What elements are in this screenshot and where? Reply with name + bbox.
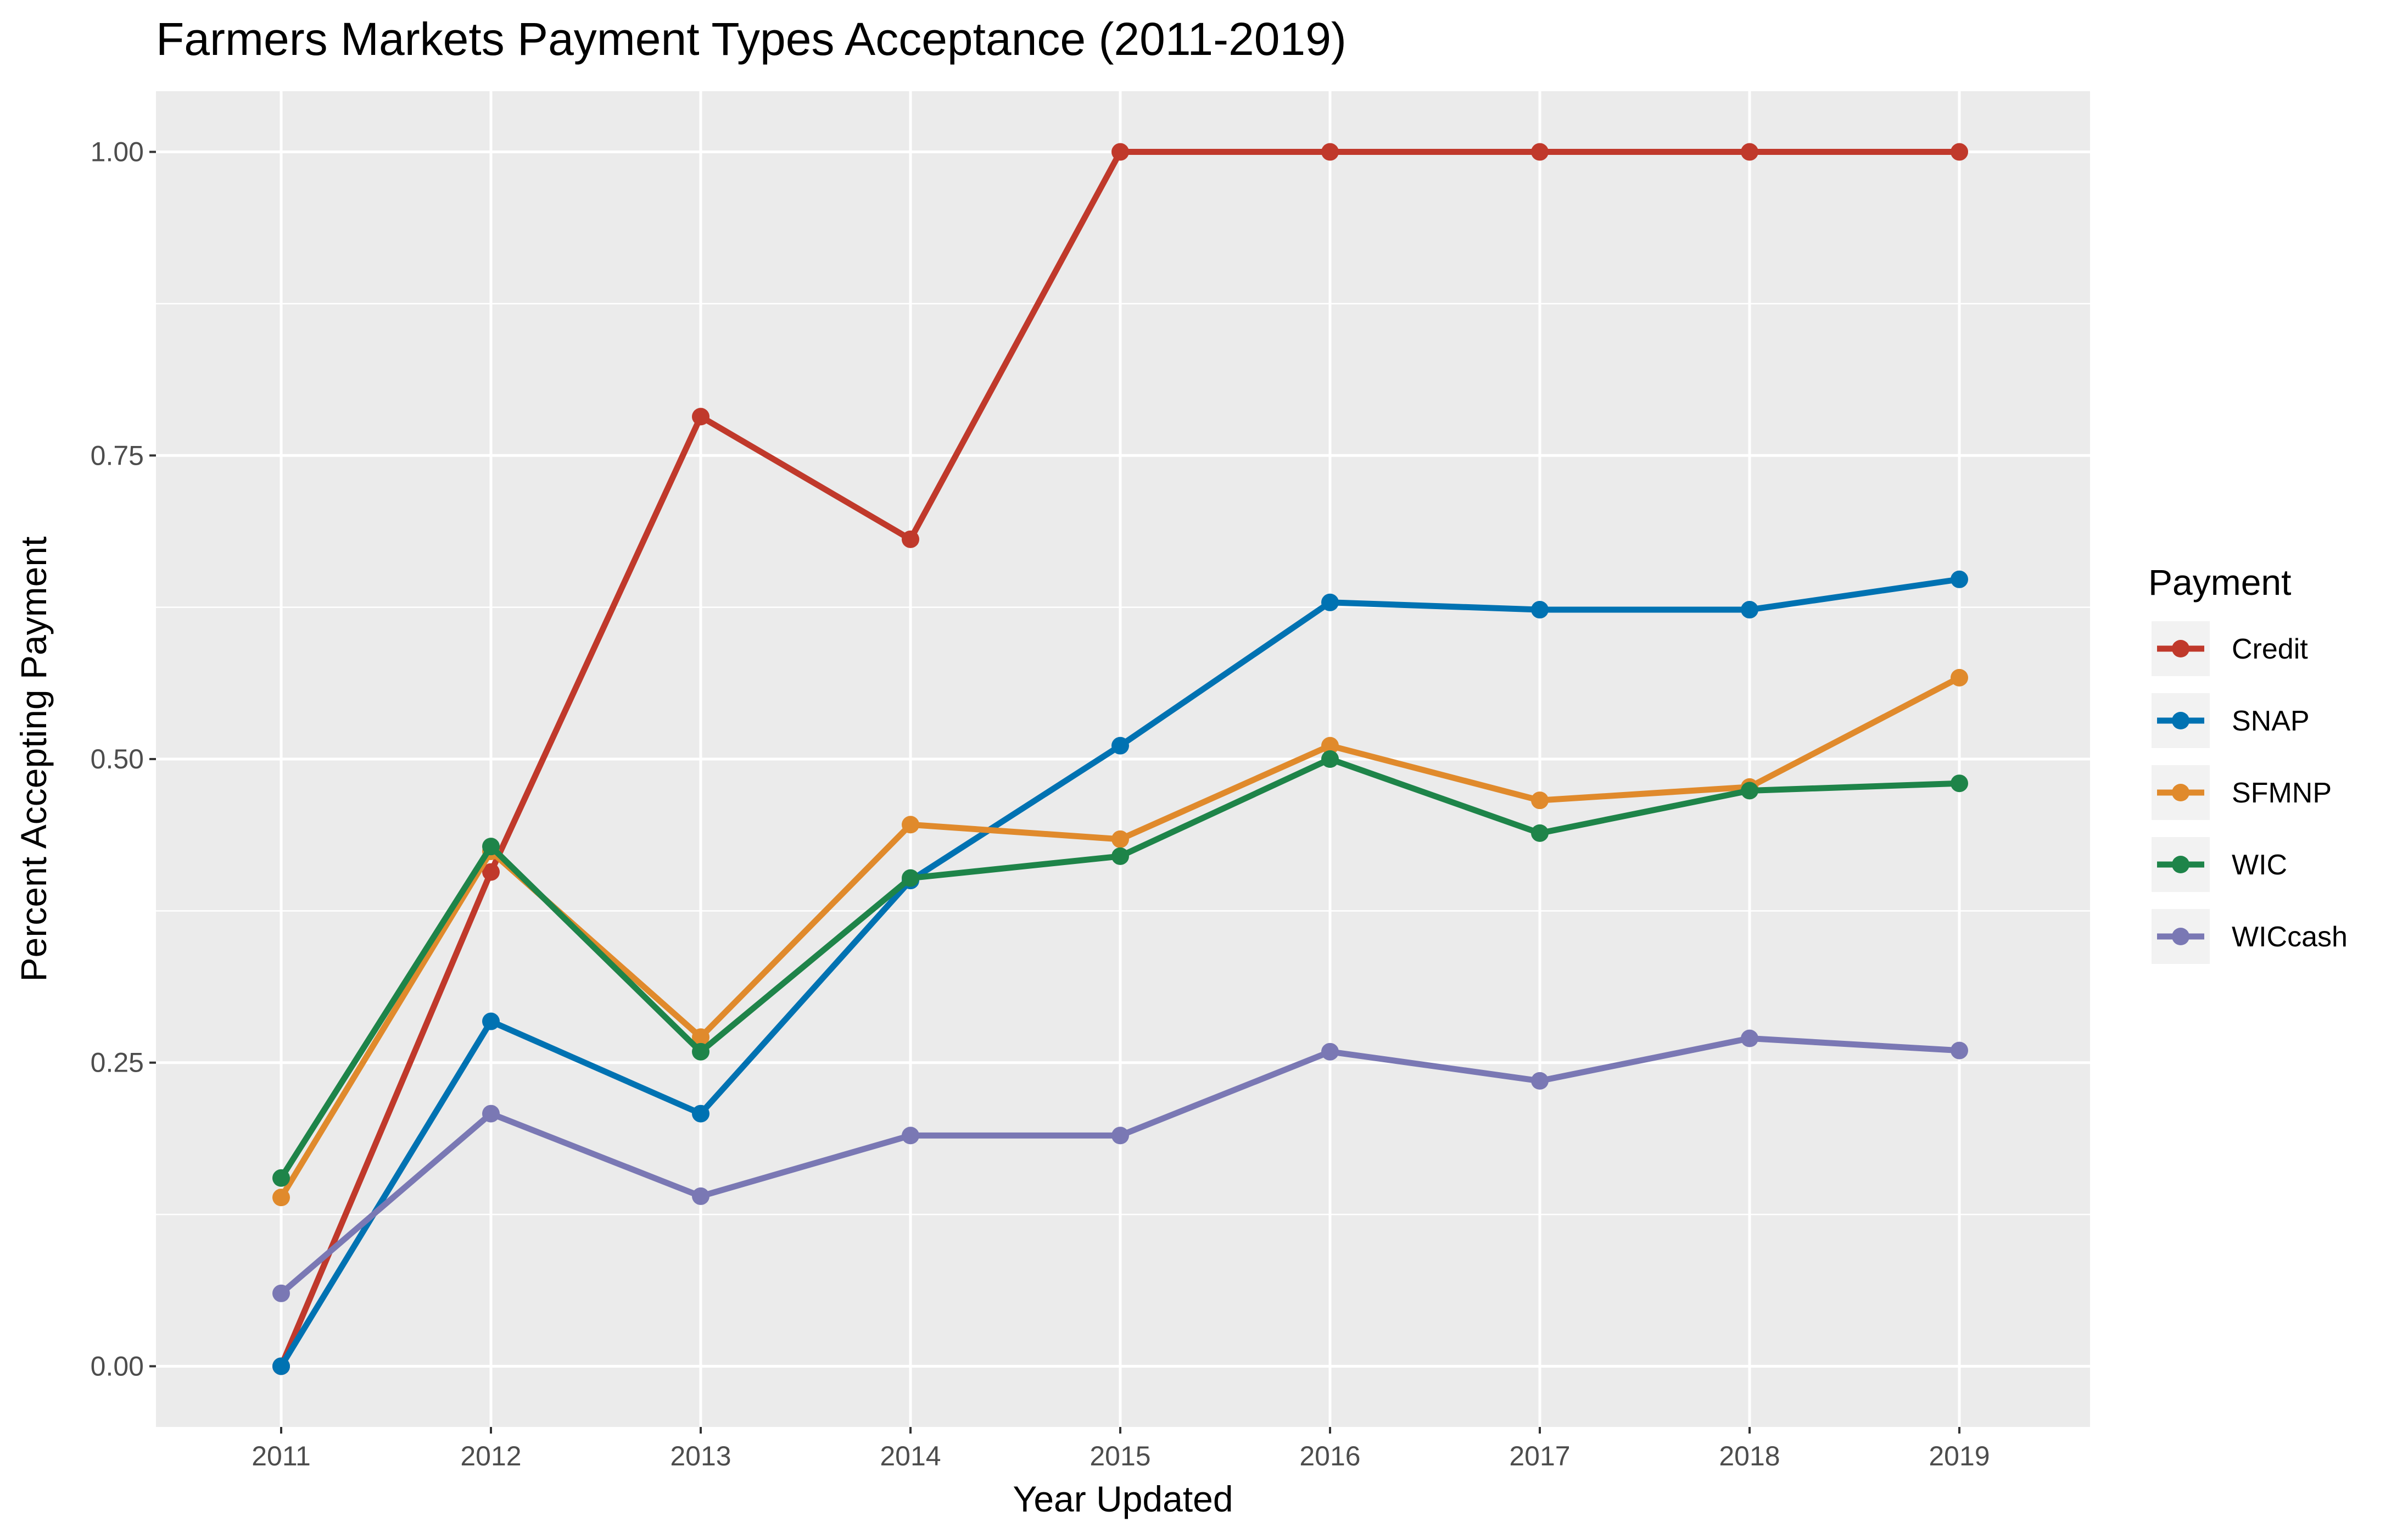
legend-item-wiccash: WICcash xyxy=(2152,909,2348,964)
data-point-wiccash xyxy=(272,1284,290,1302)
x-tick-label: 2011 xyxy=(252,1441,311,1471)
data-point-sfmnp xyxy=(272,1189,290,1207)
data-point-wic xyxy=(692,1042,709,1061)
data-point-credit xyxy=(1531,143,1549,161)
data-point-wic xyxy=(1741,782,1758,800)
data-point-wiccash xyxy=(902,1127,919,1145)
y-tick-label: 0.50 xyxy=(91,744,144,774)
data-point-wiccash xyxy=(1531,1072,1549,1090)
series-wiccash xyxy=(272,1029,1968,1302)
data-point-snap xyxy=(1951,570,1968,588)
data-point-snap xyxy=(1531,601,1549,619)
x-tick-label: 2017 xyxy=(1509,1441,1570,1471)
legend-key-point xyxy=(2172,856,2189,873)
series-group xyxy=(272,143,1968,1375)
legend-item-snap: SNAP xyxy=(2152,693,2310,748)
x-tick-label: 2014 xyxy=(880,1441,941,1471)
x-axis-title: Year Updated xyxy=(1013,1479,1233,1519)
x-tick-label: 2016 xyxy=(1299,1441,1360,1471)
data-point-sfmnp xyxy=(1111,830,1129,848)
data-point-credit xyxy=(482,863,500,881)
x-tick-label: 2013 xyxy=(670,1441,731,1471)
data-point-credit xyxy=(1951,143,1968,161)
data-point-sfmnp xyxy=(902,816,919,834)
data-point-wic xyxy=(482,838,500,856)
chart-title: Farmers Markets Payment Types Acceptance… xyxy=(156,13,1347,65)
legend-label-credit: Credit xyxy=(2232,633,2308,665)
y-tick-label: 1.00 xyxy=(91,137,144,168)
x-tick-label: 2015 xyxy=(1090,1441,1150,1471)
data-point-wiccash xyxy=(1321,1042,1339,1061)
legend: Payment Credit SNAP SFMNP WIC WICcash xyxy=(2148,562,2348,964)
x-tick-label: 2018 xyxy=(1719,1441,1780,1471)
legend-key-point xyxy=(2172,928,2189,945)
data-point-snap xyxy=(692,1105,709,1123)
legend-label-wic: WIC xyxy=(2232,849,2287,881)
series-wic xyxy=(272,750,1968,1187)
data-point-snap xyxy=(1321,593,1339,611)
data-point-wiccash xyxy=(692,1187,709,1205)
legend-key-point xyxy=(2172,640,2189,657)
legend-label-snap: SNAP xyxy=(2232,705,2310,737)
y-tick-label: 0.75 xyxy=(91,440,144,471)
legend-item-wic: WIC xyxy=(2152,837,2287,892)
data-point-snap xyxy=(272,1357,290,1375)
data-point-credit xyxy=(1741,143,1758,161)
legend-label-wiccash: WICcash xyxy=(2232,921,2348,953)
data-point-sfmnp xyxy=(1951,668,1968,687)
data-point-sfmnp xyxy=(1321,737,1339,755)
legend-item-sfmnp: SFMNP xyxy=(2152,765,2332,820)
data-point-wic xyxy=(1321,750,1339,768)
data-point-wic xyxy=(1951,774,1968,793)
data-point-wiccash xyxy=(482,1105,500,1123)
data-point-sfmnp xyxy=(1531,791,1549,810)
y-axis: 0.00 0.25 0.50 0.75 1.00 xyxy=(91,137,156,1381)
series-snap xyxy=(272,570,1968,1375)
data-point-snap xyxy=(482,1012,500,1030)
y-axis-title: Percent Accepting Payment xyxy=(13,537,54,982)
data-point-sfmnp xyxy=(692,1028,709,1046)
x-tick-label: 2019 xyxy=(1929,1441,1990,1471)
legend-label-sfmnp: SFMNP xyxy=(2232,777,2332,809)
x-axis: 2011 2012 2013 2014 2015 2016 2017 2018 2019 xyxy=(252,1427,1990,1471)
legend-item-credit: Credit xyxy=(2152,621,2308,676)
data-point-wiccash xyxy=(1741,1029,1758,1047)
x-tick-label: 2012 xyxy=(460,1441,521,1471)
data-point-credit xyxy=(902,530,919,548)
data-point-snap xyxy=(1741,601,1758,619)
data-point-snap xyxy=(1111,737,1129,755)
legend-title: Payment xyxy=(2148,562,2291,603)
data-point-wic xyxy=(272,1169,290,1187)
data-point-wic xyxy=(1111,847,1129,865)
data-point-wiccash xyxy=(1111,1127,1129,1145)
y-tick-label: 0.25 xyxy=(91,1047,144,1078)
data-point-credit xyxy=(692,408,709,426)
data-point-wiccash xyxy=(1951,1041,1968,1060)
legend-key-point xyxy=(2172,712,2189,729)
y-tick-label: 0.00 xyxy=(91,1351,144,1381)
data-point-wic xyxy=(902,869,919,887)
data-point-credit xyxy=(1111,143,1129,161)
data-point-wic xyxy=(1531,824,1549,842)
data-point-credit xyxy=(1321,143,1339,161)
series-credit xyxy=(272,143,1968,1375)
legend-key-point xyxy=(2172,784,2189,801)
